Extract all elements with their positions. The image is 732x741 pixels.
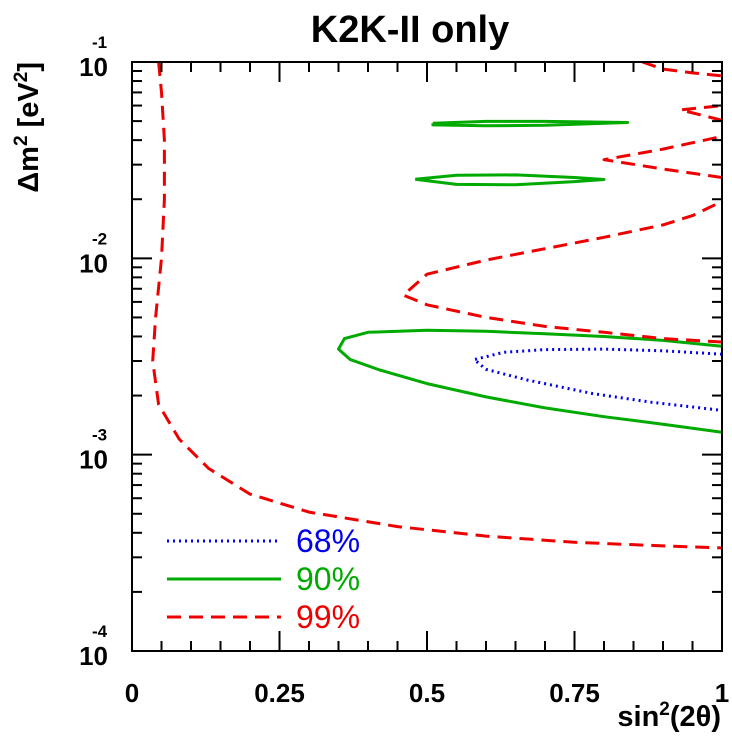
ticks-layer [131, 62, 723, 652]
contour-90pct-segment-0 [337, 328, 722, 434]
contour-90pct-segment-2 [415, 173, 606, 187]
y-tick-label: 10 [79, 641, 108, 671]
x-tick-label: 0 [125, 678, 139, 708]
contour-99pct-segment-1 [401, 200, 722, 344]
y-tick-exponent: -4 [92, 622, 108, 641]
y-tick-label: 10 [79, 248, 108, 278]
x-tick-label: 0.25 [254, 678, 305, 708]
x-tick-label: 0.5 [409, 678, 445, 708]
plot-frame [131, 61, 723, 652]
contour-99pct-segment-3 [679, 104, 722, 122]
contour-99pct-segment-2 [602, 134, 722, 179]
contour-99pct-segment-4 [641, 62, 722, 78]
tick-labels: 0 0.25 0.5 0.75 110-110-210-310-4 [79, 33, 729, 708]
legend: 68% 90% 99% [167, 523, 360, 635]
x-tick-label: 0.75 [549, 678, 600, 708]
legend-label-90: 90% [296, 561, 360, 597]
legend-label-68: 68% [296, 523, 360, 559]
y-tick-label: 10 [79, 52, 108, 82]
legend-label-99: 99% [296, 599, 360, 635]
series-layer [151, 62, 722, 550]
x-tick-label: 1 [715, 678, 729, 708]
y-tick-exponent: -2 [92, 229, 107, 248]
y-tick-exponent: -3 [92, 426, 107, 445]
y-tick-exponent: -1 [92, 33, 107, 52]
y-axis-label: Δm2 [eV2] [11, 62, 45, 193]
contour-90pct-segment-1 [431, 119, 630, 128]
chart-title: K2K-II only [311, 9, 509, 51]
x-axis-label: sin2(2θ) [617, 699, 721, 733]
contour-99pct-segment-0 [151, 62, 722, 550]
y-tick-label: 10 [79, 445, 108, 475]
